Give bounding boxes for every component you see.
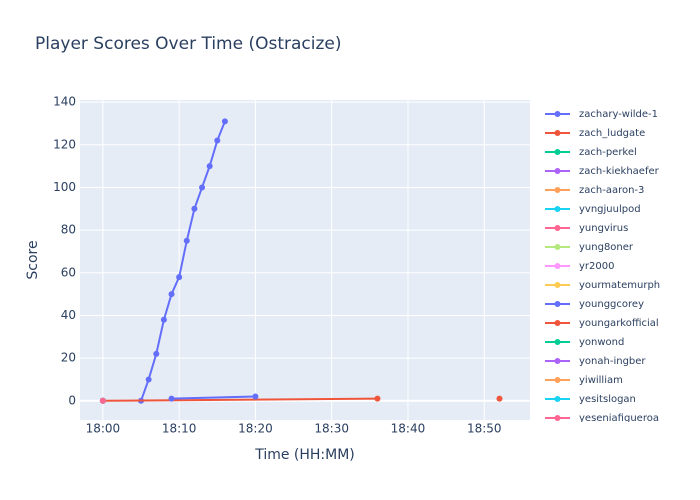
legend-label: yung8oner: [579, 242, 634, 253]
series-line: [140, 120, 226, 402]
data-point: [160, 316, 167, 323]
legend-label: yonwond: [579, 337, 624, 348]
data-point: [145, 376, 152, 383]
legend-label: zach-perkel: [579, 147, 637, 158]
legend-swatch-marker: [554, 263, 561, 269]
series-line: [102, 397, 378, 402]
legend-swatch-marker: [554, 282, 561, 288]
data-point: [99, 397, 106, 404]
legend-label: yourmatemurph: [579, 280, 660, 291]
plot: [99, 118, 503, 404]
data-point: [496, 395, 503, 402]
legend-label: zach-kiekhaefer: [579, 166, 660, 177]
legend-label: yesitslogan: [579, 394, 636, 405]
legend: zachary-wilde-1 zach_ludgate zach-perkel za…: [545, 109, 660, 424]
data-point: [206, 163, 213, 170]
legend-label: yvngjuulpod: [579, 204, 641, 215]
y-tick-label: 100: [53, 180, 76, 194]
legend-label: younggcorey: [579, 299, 644, 310]
y-tick-label: 120: [53, 137, 76, 151]
legend-swatch-marker: [554, 168, 561, 174]
y-axis-title: Score: [25, 240, 41, 279]
legend-label: zach-aaron-3: [579, 185, 644, 196]
x-tick-label: 18:50: [467, 422, 502, 436]
grid: 0 20 40 60 80 100 120 140 18:00 18:10 18:20 18:30 18…: [53, 95, 530, 436]
series-line: [171, 395, 256, 400]
legend-label: yonah-ingber: [579, 356, 646, 367]
data-point: [214, 137, 221, 144]
legend-swatch-marker: [554, 320, 561, 326]
legend-swatch-marker: [554, 130, 561, 136]
legend-label: yungvirus: [579, 223, 628, 234]
data-point: [252, 393, 259, 400]
chart-title: Player Scores Over Time (Ostracize): [35, 34, 342, 54]
data-point: [374, 395, 381, 402]
y-tick-label: 140: [53, 95, 76, 109]
legend-label: zachary-wilde-1: [579, 109, 658, 120]
x-tick-label: 18:10: [162, 422, 197, 436]
legend-swatch-marker: [554, 111, 561, 117]
legend-swatch-marker: [554, 187, 561, 193]
legend-label: zach_ludgate: [579, 128, 645, 139]
y-tick-label: 20: [61, 351, 76, 365]
x-tick-label: 18:00: [86, 422, 121, 436]
data-point: [183, 237, 190, 244]
legend-swatch-marker: [554, 358, 561, 364]
legend-swatch-marker: [554, 206, 561, 212]
plot-background: [80, 100, 530, 420]
y-tick-label: 60: [61, 265, 76, 279]
legend-swatch-marker: [554, 225, 561, 231]
data-point: [191, 205, 198, 212]
legend-swatch-marker: [554, 339, 561, 345]
data-point: [221, 118, 228, 125]
x-axis-title: Time (HH:MM): [254, 447, 355, 463]
data-point: [168, 291, 175, 298]
y-tick-label: 80: [61, 223, 76, 237]
legend-swatch-marker: [554, 415, 561, 421]
legend-swatch-marker: [554, 149, 561, 155]
y-tick-label: 40: [61, 308, 76, 322]
legend-label: yiwilliam: [579, 375, 623, 386]
data-point: [168, 395, 175, 402]
x-tick-label: 18:40: [391, 422, 426, 436]
x-tick-label: 18:30: [314, 422, 349, 436]
legend-swatch-marker: [554, 396, 561, 402]
legend-label: yeseniafigueroa: [579, 413, 659, 424]
legend-swatch-marker: [554, 244, 561, 250]
x-tick-label: 18:20: [238, 422, 273, 436]
legend-label: yr2000: [579, 261, 614, 272]
data-point: [199, 184, 206, 191]
data-point: [153, 350, 160, 357]
legend-swatch-marker: [554, 301, 561, 307]
y-tick-label: 0: [68, 393, 76, 407]
legend-swatch-marker: [554, 377, 561, 383]
legend-label: youngarkofficial: [579, 318, 659, 329]
data-point: [176, 274, 183, 281]
